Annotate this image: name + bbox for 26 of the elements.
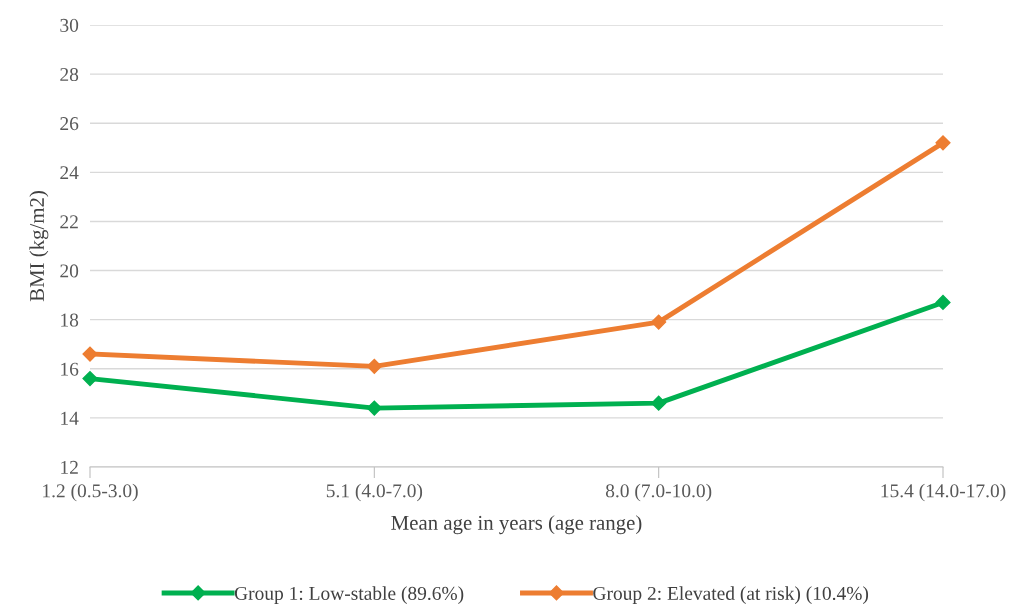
y-tick-label: 30 <box>60 18 79 32</box>
point <box>82 346 98 362</box>
y-tick-label: 14 <box>61 411 79 425</box>
y-tick-label: 28 <box>60 67 79 82</box>
y-tick-label: 20 <box>60 264 79 278</box>
legend-label: Group 1: Low-stable (89.6%) <box>234 586 464 604</box>
x-axis-title: Mean age in years (age range) <box>391 515 642 535</box>
y-tick-label: 12 <box>61 460 78 474</box>
point <box>935 294 951 311</box>
y-tick-label: 22 <box>60 215 78 229</box>
point <box>935 135 951 151</box>
y-tick-label: 24 <box>60 166 79 180</box>
y-tick-label: 16 <box>61 362 79 376</box>
point <box>366 358 382 374</box>
x-tick-label: 8.0 (7.0-10.0) <box>605 483 712 502</box>
x-tick-label: 15.4 (14.0-17.0) <box>881 483 1006 502</box>
x-tick-label: 1.2 (0.5-3.0) <box>43 483 138 502</box>
y-axis-title: BMI (kg/m2) <box>29 191 49 302</box>
x-tick-label: 5.1 (4.0-7.0) <box>326 483 423 502</box>
point <box>82 371 98 387</box>
point <box>651 395 667 411</box>
y-tick-label: 18 <box>61 313 79 327</box>
point <box>651 314 667 330</box>
legend-label: Group 2: Elevated (at risk) (10.4%) <box>593 586 869 604</box>
point <box>366 400 382 416</box>
y-tick-label: 26 <box>60 117 79 131</box>
